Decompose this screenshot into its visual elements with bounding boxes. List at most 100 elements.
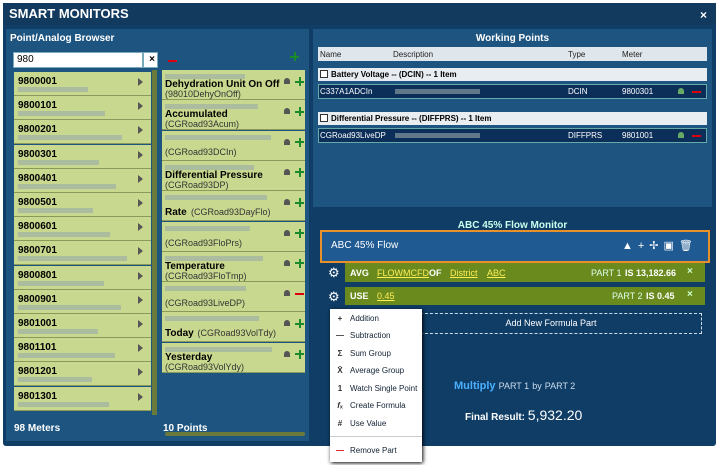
point-blur — [165, 225, 250, 231]
meter-row[interactable] — [14, 386, 151, 411]
point-code: (CGRoad93FloTmp) — [165, 270, 247, 281]
add-point[interactable] — [295, 107, 304, 117]
final-value: 5,932.20 — [527, 407, 583, 423]
working-row[interactable] — [318, 128, 707, 143]
part1-target[interactable]: ABC — [487, 268, 506, 278]
add-point[interactable] — [295, 77, 304, 86]
point-name: Differential Pressure — [165, 169, 263, 181]
combine-op[interactable]: Multiply — [454, 380, 496, 392]
remove-icon[interactable] — [168, 56, 177, 65]
group-toggle[interactable] — [320, 114, 328, 122]
column-header: Name — [320, 50, 342, 59]
menu-item[interactable]: — Subtraction — [336, 331, 391, 340]
point-code: (CGRoad93Acum) — [165, 119, 240, 130]
cell: CGRoad93LiveDP — [320, 131, 386, 140]
part1-field[interactable]: FLOWMCFD — [377, 268, 429, 278]
meter-desc — [18, 111, 105, 117]
part2-close[interactable]: × — [687, 289, 693, 300]
group-label: Battery Voltage -- (DCIN) -- 1 Item — [331, 70, 457, 79]
meter-desc — [18, 208, 93, 213]
meter-row[interactable] — [14, 338, 151, 363]
remove-point[interactable] — [692, 87, 701, 96]
point-count: 10 Points — [163, 423, 208, 434]
meter-row[interactable] — [14, 314, 151, 338]
menu-item[interactable]: X̄ Average Group — [337, 366, 405, 375]
monitor-bar — [320, 230, 710, 263]
menu-item[interactable]: 1 Watch Single Point — [337, 384, 418, 393]
menu-item[interactable]: + Addition — [337, 314, 379, 323]
column-header: Meter — [622, 50, 643, 59]
point-code: (CGRoad93VolYdy) — [165, 361, 245, 372]
gear-icon[interactable]: ⚙ — [328, 289, 340, 304]
bell-icon — [284, 199, 290, 206]
bell-icon — [284, 108, 290, 115]
menu-label: Subtraction — [350, 331, 391, 340]
menu-item[interactable]: — Remove Part — [336, 446, 397, 455]
point-name: Dehydration Unit On Off — [165, 79, 280, 90]
point-blur — [165, 74, 245, 79]
final-result: Final Result: 5,932.20 — [465, 407, 582, 423]
remove-point[interactable] — [692, 131, 701, 140]
point-name: Accumulated — [165, 109, 228, 121]
meter-row[interactable] — [14, 144, 151, 169]
search-input[interactable]: 980 — [13, 52, 143, 68]
add-formula-part[interactable]: Add New Formula Part — [400, 313, 702, 334]
menu-label: Sum Group — [350, 349, 391, 358]
point-code: (CGRoad93VolTdy) — [197, 328, 277, 339]
monitor-name[interactable]: ABC 45% Flow — [331, 240, 399, 251]
cell: 9801001 — [622, 131, 654, 140]
working-row[interactable] — [318, 84, 707, 99]
point-code: (CGRoad93FloPrs) — [165, 237, 243, 248]
add-icon[interactable] — [290, 52, 299, 61]
point-name: Temperature — [165, 260, 225, 272]
meter-row[interactable] — [14, 120, 151, 145]
bell-icon — [678, 132, 684, 138]
part2-value[interactable]: 0.45 — [377, 291, 395, 301]
add-point[interactable] — [295, 167, 304, 177]
meter-row[interactable] — [14, 168, 151, 193]
add-point[interactable] — [295, 319, 304, 329]
close-button[interactable]: × — [700, 8, 708, 22]
meter-row[interactable] — [14, 362, 151, 387]
column-header: Type — [568, 50, 586, 59]
meter-id: 9800501 — [18, 197, 57, 208]
monitor-tools[interactable]: ▲+✢▣🗑 — [622, 240, 698, 252]
bell-icon — [284, 78, 290, 84]
meter-id: 9800701 — [18, 245, 57, 257]
add-point[interactable] — [295, 258, 304, 268]
meter-row[interactable] — [14, 289, 151, 314]
meter-row[interactable] — [14, 265, 151, 290]
meter-id: 9800301 — [18, 148, 57, 160]
add-point[interactable] — [295, 349, 304, 359]
meter-row[interactable] — [14, 217, 151, 242]
formula-part-2 — [345, 287, 705, 305]
add-point[interactable] — [295, 198, 304, 208]
add-point[interactable] — [295, 228, 304, 238]
meter-desc — [18, 256, 127, 262]
clear-search[interactable]: × — [143, 52, 158, 68]
menu-item[interactable]: fₓ Create Formula — [337, 401, 406, 410]
part2-label: PART 2 — [612, 291, 643, 301]
add-point[interactable] — [295, 137, 304, 147]
menu-item[interactable]: # Use Value — [337, 419, 387, 428]
cell: DIFFPRS — [568, 131, 603, 140]
meter-row[interactable] — [14, 72, 151, 96]
meter-id: 9800001 — [18, 76, 57, 87]
menu-label: Use Value — [350, 419, 387, 428]
meter-row[interactable] — [14, 96, 151, 121]
part1-close[interactable]: × — [687, 266, 693, 277]
meter-row[interactable] — [14, 193, 151, 217]
part1-label: PART 1 — [591, 268, 622, 278]
gear-icon[interactable]: ⚙ — [328, 265, 340, 280]
bell-icon — [284, 350, 290, 357]
meter-id: 9801101 — [18, 342, 57, 354]
remove-point[interactable] — [295, 289, 304, 298]
menu-item[interactable]: Σ Sum Group — [337, 349, 391, 358]
group-toggle[interactable] — [320, 70, 328, 78]
meter-id: 9801301 — [18, 390, 57, 402]
part1-of: OF — [429, 268, 442, 278]
part1-scope[interactable]: District — [450, 268, 478, 278]
point-blur — [165, 134, 271, 140]
point-name: Today — [165, 328, 194, 340]
meter-row[interactable] — [14, 241, 151, 266]
